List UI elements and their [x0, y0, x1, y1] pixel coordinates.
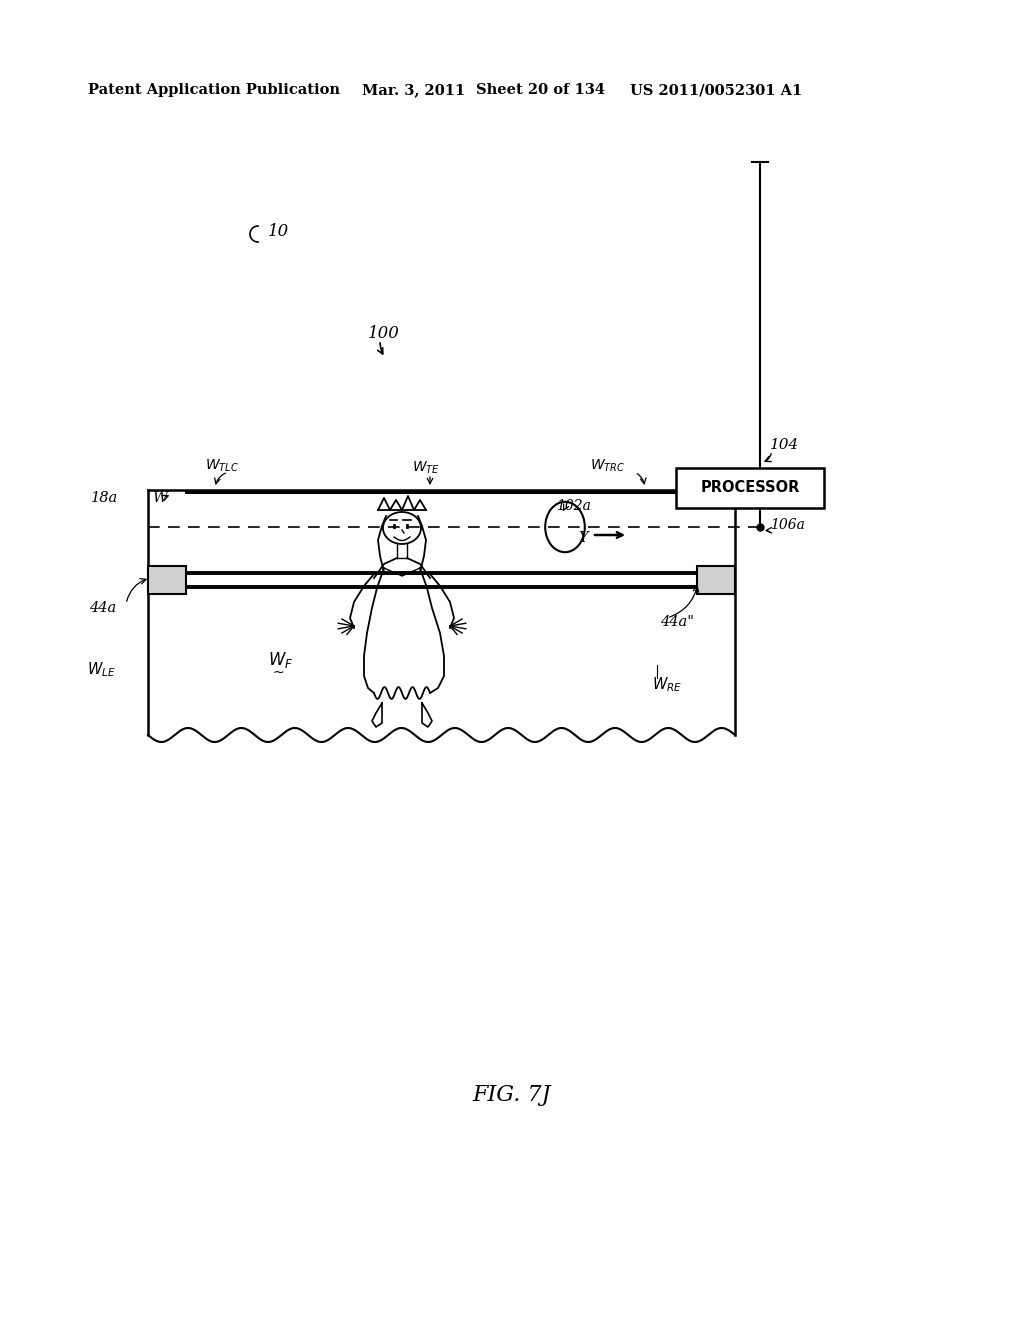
Text: PROCESSOR: PROCESSOR — [700, 480, 800, 495]
Text: 10: 10 — [268, 223, 289, 240]
Text: US 2011/0052301 A1: US 2011/0052301 A1 — [630, 83, 802, 96]
Text: 18a: 18a — [91, 491, 118, 506]
Bar — [148, 566, 186, 594]
Text: $W_{RE}$: $W_{RE}$ — [652, 676, 682, 694]
Text: W: W — [152, 491, 167, 506]
Text: 100: 100 — [368, 325, 400, 342]
Text: $W_{TE}$: $W_{TE}$ — [412, 459, 439, 477]
Text: $W_{LE}$: $W_{LE}$ — [87, 660, 116, 680]
Text: 44a: 44a — [89, 601, 116, 615]
Text: $W_{TLC}$: $W_{TLC}$ — [205, 458, 239, 474]
Text: 106a: 106a — [770, 517, 805, 532]
Text: $W_F$: $W_F$ — [268, 649, 293, 671]
Bar — [697, 566, 735, 594]
Text: FIG. 7J: FIG. 7J — [473, 1084, 551, 1106]
Text: ~: ~ — [272, 667, 284, 680]
Text: 102a: 102a — [556, 499, 591, 513]
Bar — [676, 469, 824, 508]
Text: 44a": 44a" — [660, 615, 694, 630]
Text: $W_{TRC}$: $W_{TRC}$ — [590, 458, 626, 474]
Text: Y: Y — [579, 531, 588, 545]
Text: 104: 104 — [770, 438, 800, 451]
Text: Mar. 3, 2011: Mar. 3, 2011 — [362, 83, 465, 96]
Text: Patent Application Publication: Patent Application Publication — [88, 83, 340, 96]
Text: Sheet 20 of 134: Sheet 20 of 134 — [476, 83, 605, 96]
